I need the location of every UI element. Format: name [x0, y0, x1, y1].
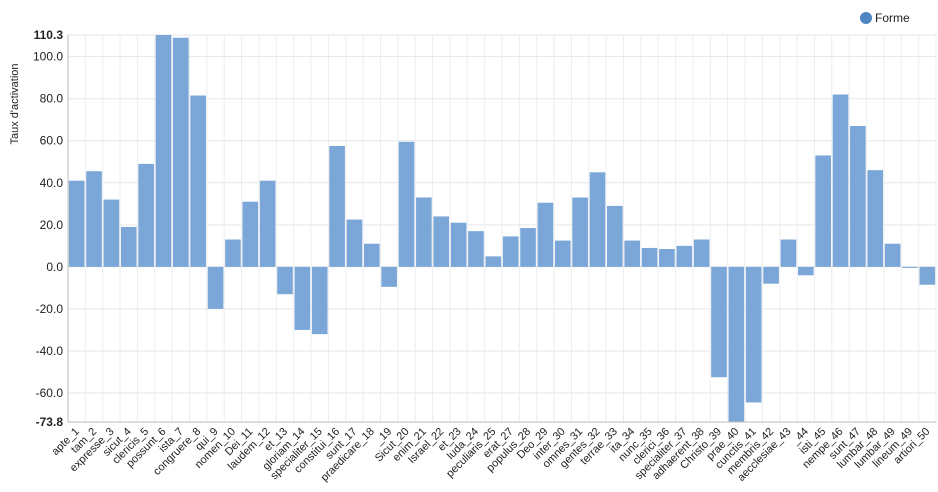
bar: [780, 239, 797, 267]
y-tick-label: 0.0: [46, 260, 63, 274]
y-tick-label: -73.8: [36, 415, 64, 429]
bar: [225, 239, 241, 267]
bar: [207, 266, 224, 309]
bar: [294, 266, 311, 330]
bar: [763, 266, 779, 284]
bar: [711, 266, 727, 378]
bar: [190, 95, 207, 267]
bar: [311, 266, 328, 335]
bar: [919, 266, 936, 285]
bar: [693, 239, 710, 267]
bar: [641, 247, 658, 267]
bar: [797, 266, 814, 276]
bar: [867, 170, 884, 267]
bar: [884, 243, 901, 267]
bar: [624, 240, 641, 267]
bar: [815, 155, 831, 267]
bar: [589, 172, 606, 267]
bar: [554, 240, 571, 267]
bar: [155, 35, 172, 267]
bar: [850, 126, 866, 267]
bar: [329, 145, 345, 267]
y-tick-label: -40.0: [36, 344, 64, 358]
y-tick-label: 80.0: [40, 92, 64, 106]
bar: [416, 197, 432, 267]
y-axis-title: Taux d'activation: [9, 64, 21, 145]
bar: [103, 199, 120, 267]
bar: [138, 163, 154, 267]
bar: [381, 266, 397, 287]
y-tick-label: 100.0: [33, 50, 63, 64]
y-tick-label: 40.0: [40, 176, 64, 190]
bar: [346, 219, 363, 267]
y-tick-label: 110.3: [34, 28, 64, 42]
legend[interactable]: Forme: [860, 11, 910, 25]
y-tick-label: 60.0: [40, 134, 64, 148]
legend-marker: [860, 12, 872, 24]
bar: [676, 245, 693, 267]
bar: [398, 141, 415, 267]
bar: [173, 37, 189, 267]
y-tick-label: -60.0: [36, 386, 64, 400]
bar: [520, 227, 536, 267]
bar: [450, 222, 467, 267]
bar: [832, 94, 849, 267]
bar: [120, 226, 137, 267]
y-tick-label: -20.0: [36, 302, 64, 316]
bar: [485, 256, 502, 267]
bar: [86, 171, 102, 267]
bar: [607, 205, 623, 267]
bar: [728, 266, 745, 422]
bar: [502, 236, 519, 267]
bar: [468, 231, 484, 267]
bar: [537, 202, 554, 267]
bar: [572, 197, 588, 267]
bar: [745, 266, 762, 403]
legend-label: Forme: [875, 11, 910, 25]
bar: [433, 216, 450, 267]
bars: [68, 35, 936, 422]
bar: [68, 180, 85, 267]
bar: [902, 266, 918, 268]
bar: [259, 180, 276, 267]
y-tick-label: 20.0: [40, 218, 64, 232]
bar: [659, 248, 675, 267]
bar: [242, 201, 259, 267]
bar: [363, 243, 380, 267]
bar: [277, 266, 293, 295]
